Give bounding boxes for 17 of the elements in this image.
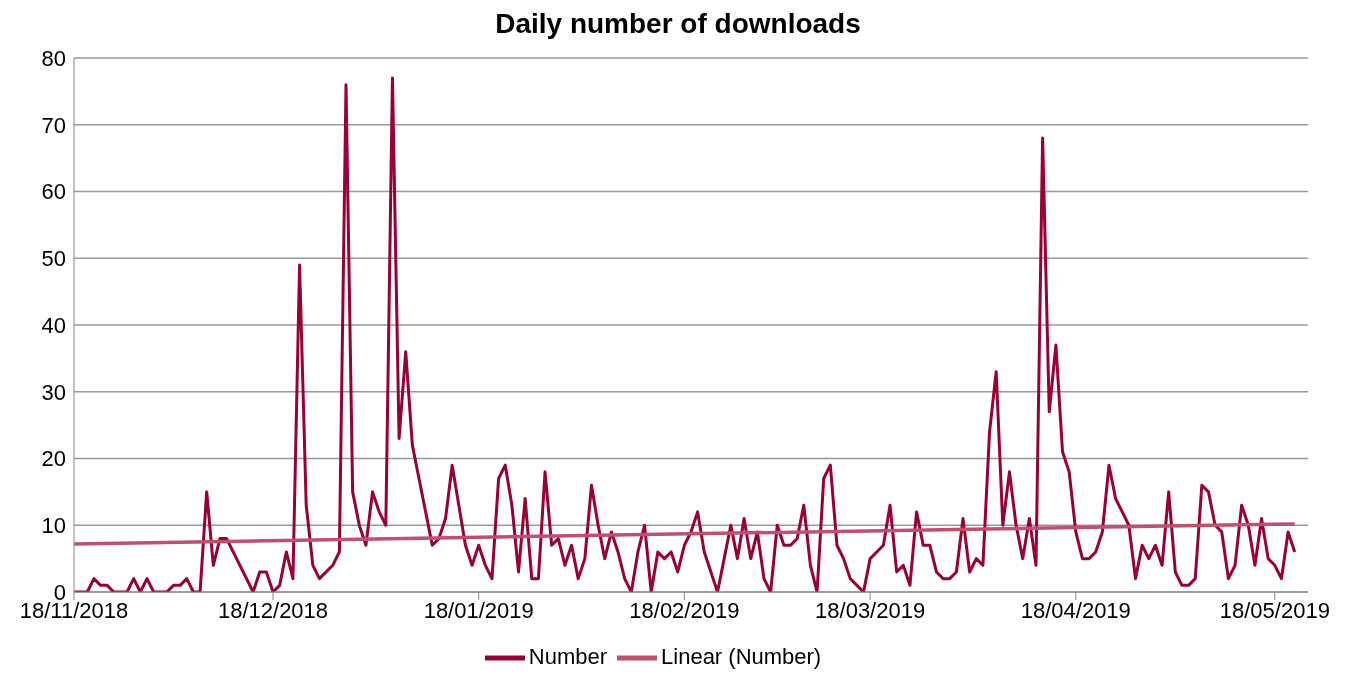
legend-label: Linear (Number) (661, 643, 822, 669)
x-tick-label: 18/05/2019 (1219, 597, 1330, 623)
y-tick-label: 50 (41, 246, 66, 272)
y-tick-label: 10 (41, 513, 66, 539)
x-tick-label: 18/02/2019 (629, 597, 740, 623)
chart-title: Daily number of downloads (494, 8, 862, 41)
y-tick-label: 80 (41, 45, 66, 71)
x-tick-label: 18/04/2019 (1020, 597, 1131, 623)
y-tick-label: 20 (41, 446, 66, 472)
y-tick-label: 60 (41, 179, 66, 205)
y-tick-label: 30 (41, 379, 66, 405)
legend-label: Number (528, 643, 608, 669)
x-tick-label: 18/01/2019 (423, 597, 534, 623)
x-tick-label: 18/03/2019 (815, 597, 926, 623)
y-tick-label: 70 (41, 112, 66, 138)
y-tick-label: 40 (41, 312, 66, 338)
x-tick-label: 18/12/2018 (217, 597, 329, 623)
